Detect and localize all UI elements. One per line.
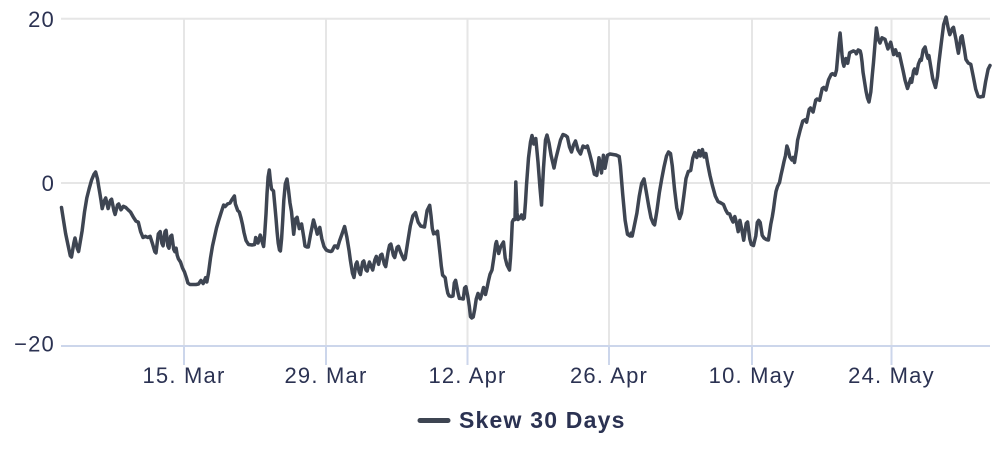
svg-text:24. May: 24. May	[848, 363, 935, 388]
svg-text:29. Mar: 29. Mar	[285, 363, 368, 388]
svg-text:26. Apr: 26. Apr	[570, 363, 648, 388]
svg-text:20: 20	[28, 7, 55, 32]
svg-text:0: 0	[42, 171, 55, 196]
svg-text:10. May: 10. May	[709, 363, 796, 388]
svg-text:−20: −20	[14, 332, 55, 357]
svg-text:15. Mar: 15. Mar	[143, 363, 226, 388]
svg-text:Skew 30 Days: Skew 30 Days	[459, 407, 626, 433]
svg-text:12. Apr: 12. Apr	[428, 363, 506, 388]
